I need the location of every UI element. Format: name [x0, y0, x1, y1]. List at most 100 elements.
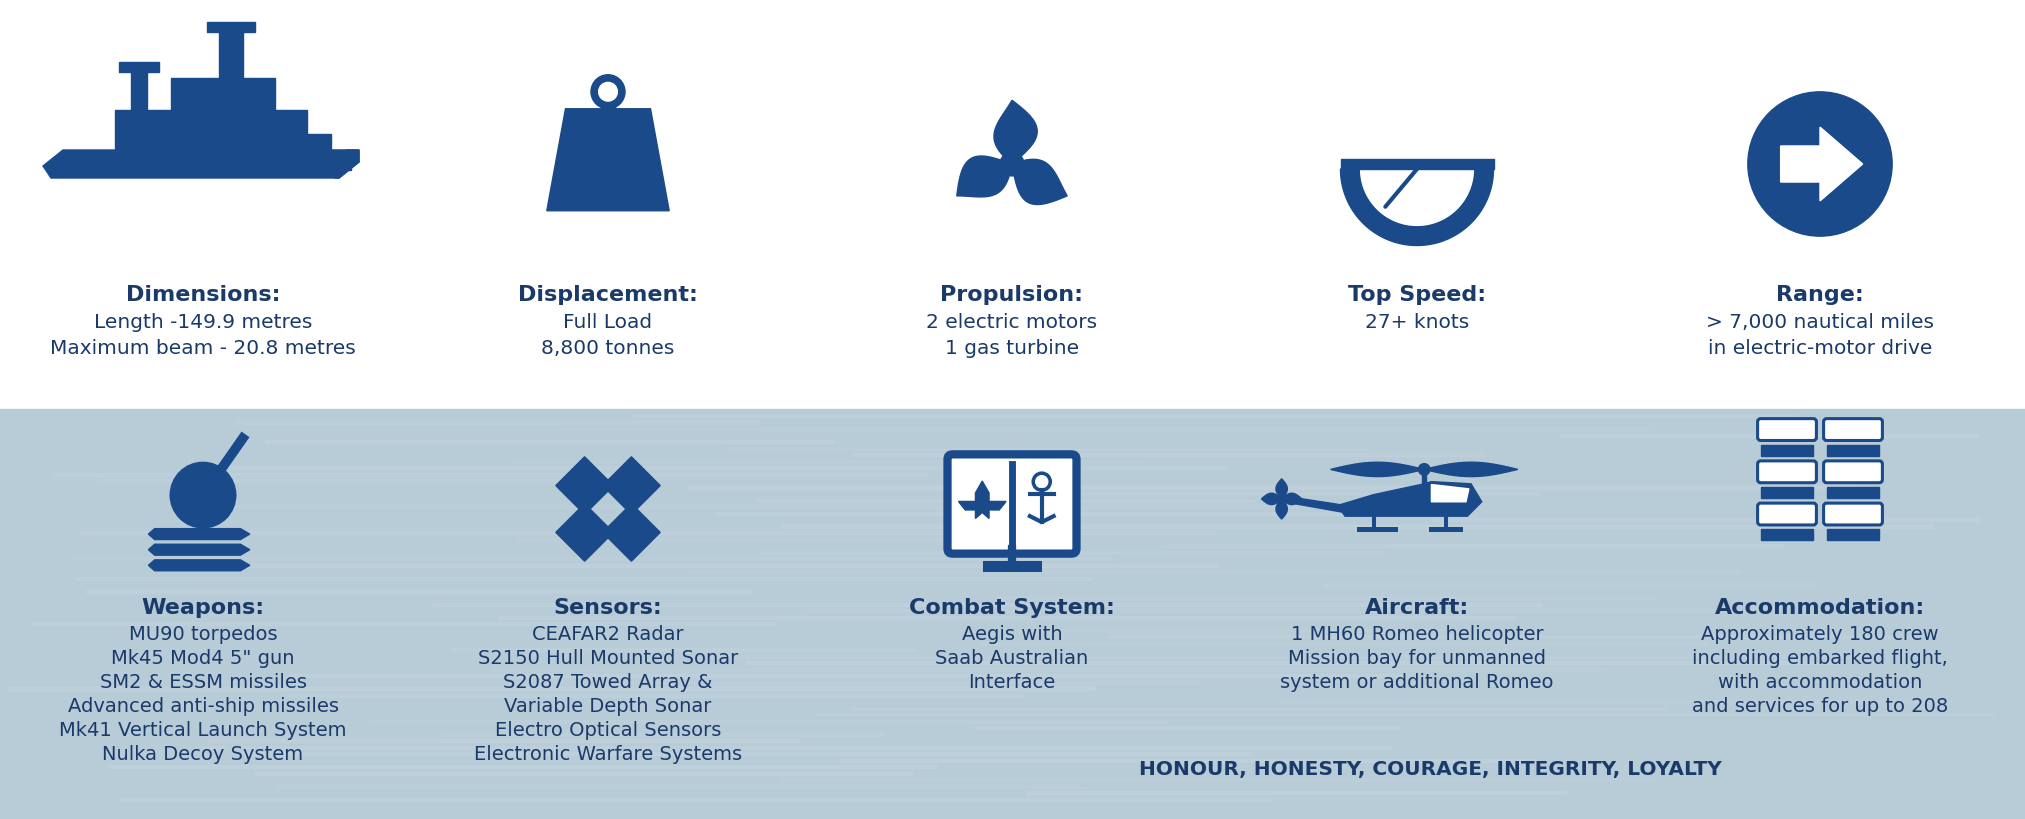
Text: CEAFAR2 Radar: CEAFAR2 Radar: [533, 625, 684, 644]
Bar: [431, 603, 1541, 606]
Bar: [255, 771, 911, 775]
Text: system or additional Romeo: system or additional Romeo: [1280, 672, 1553, 692]
FancyBboxPatch shape: [1758, 461, 1816, 483]
Polygon shape: [1262, 494, 1282, 505]
Bar: [1760, 445, 1814, 456]
Polygon shape: [958, 502, 1006, 510]
Polygon shape: [1341, 170, 1494, 247]
Polygon shape: [170, 495, 235, 515]
Bar: [1827, 487, 1879, 498]
Polygon shape: [1424, 463, 1519, 477]
Text: Variable Depth Sonar: Variable Depth Sonar: [504, 697, 711, 716]
Bar: [1322, 583, 1814, 586]
Text: in electric-motor drive: in electric-motor drive: [1707, 339, 1932, 358]
Polygon shape: [1780, 128, 1863, 201]
FancyBboxPatch shape: [1825, 461, 1883, 483]
Text: Mission bay for unmanned: Mission bay for unmanned: [1288, 649, 1545, 667]
Text: > 7,000 nautical miles: > 7,000 nautical miles: [1705, 313, 1934, 332]
Polygon shape: [1282, 494, 1302, 505]
Bar: [842, 758, 1535, 762]
Text: Maximum beam - 20.8 metres: Maximum beam - 20.8 metres: [51, 339, 356, 358]
Bar: [209, 739, 800, 742]
Text: MU90 torpedos: MU90 torpedos: [130, 625, 277, 644]
Bar: [265, 441, 834, 443]
Bar: [782, 525, 1934, 528]
Text: with accommodation: with accommodation: [1717, 672, 1922, 692]
Bar: [53, 473, 927, 476]
Polygon shape: [1432, 485, 1468, 502]
Text: Approximately 180 crew: Approximately 180 crew: [1701, 625, 1938, 644]
Text: Saab Australian: Saab Australian: [936, 649, 1089, 667]
Text: 27+ knots: 27+ knots: [1365, 313, 1468, 332]
Bar: [996, 596, 1656, 600]
Bar: [1559, 434, 1976, 437]
Polygon shape: [994, 101, 1037, 165]
Bar: [198, 467, 1227, 469]
Polygon shape: [1330, 463, 1424, 477]
Bar: [853, 454, 1484, 456]
Circle shape: [1000, 153, 1025, 177]
Bar: [492, 667, 1606, 671]
Bar: [1422, 470, 1426, 484]
Bar: [782, 778, 1654, 781]
Circle shape: [1418, 464, 1430, 476]
Bar: [87, 590, 751, 593]
FancyBboxPatch shape: [1825, 504, 1883, 525]
Text: Mk41 Vertical Launch System: Mk41 Vertical Launch System: [59, 721, 346, 740]
Bar: [1432, 518, 1980, 522]
Polygon shape: [1284, 496, 1345, 513]
Text: Nulka Decoy System: Nulka Decoy System: [103, 744, 304, 763]
Bar: [288, 694, 1021, 697]
Bar: [79, 532, 1217, 534]
Text: S2087 Towed Array &: S2087 Towed Array &: [504, 672, 713, 692]
Bar: [219, 31, 243, 83]
Circle shape: [170, 463, 235, 528]
Bar: [1019, 629, 1444, 631]
Bar: [1059, 492, 1537, 495]
Text: Length -149.9 metres: Length -149.9 metres: [93, 313, 312, 332]
Bar: [233, 505, 1359, 509]
Bar: [755, 499, 1253, 502]
Bar: [516, 538, 954, 541]
Bar: [980, 642, 1707, 645]
Bar: [972, 726, 1401, 729]
Text: Displacement:: Displacement:: [518, 285, 699, 305]
Polygon shape: [148, 545, 249, 555]
Text: Weapons:: Weapons:: [142, 597, 265, 618]
Text: 1 gas turbine: 1 gas turbine: [946, 339, 1079, 358]
Text: Electro Optical Sensors: Electro Optical Sensors: [494, 721, 721, 740]
Text: Range:: Range:: [1776, 285, 1863, 305]
Bar: [601, 93, 616, 114]
Text: Combat System:: Combat System:: [909, 597, 1116, 618]
Text: Full Load: Full Load: [563, 313, 652, 332]
Bar: [0, 0, 2025, 410]
Bar: [6, 687, 1096, 690]
Text: Electronic Warfare Systems: Electronic Warfare Systems: [474, 744, 741, 763]
Polygon shape: [603, 457, 660, 515]
Text: Aircraft:: Aircraft:: [1365, 597, 1468, 618]
Bar: [267, 135, 330, 159]
Bar: [241, 752, 1251, 755]
Text: Top Speed:: Top Speed:: [1349, 285, 1486, 305]
Bar: [1341, 160, 1494, 170]
Bar: [235, 421, 759, 424]
Text: S2150 Hull Mounted Sonar: S2150 Hull Mounted Sonar: [478, 649, 739, 667]
Polygon shape: [1339, 482, 1482, 517]
Bar: [119, 63, 160, 73]
Polygon shape: [148, 529, 249, 540]
Bar: [1827, 529, 1879, 541]
Circle shape: [1748, 93, 1891, 237]
Text: and services for up to 208: and services for up to 208: [1691, 697, 1948, 716]
Circle shape: [599, 84, 618, 102]
Circle shape: [1033, 473, 1051, 491]
Bar: [441, 733, 883, 735]
Bar: [207, 23, 255, 33]
Text: including embarked flight,: including embarked flight,: [1693, 649, 1948, 667]
Bar: [1027, 791, 1565, 794]
Bar: [498, 616, 1515, 618]
Bar: [1827, 445, 1879, 456]
Bar: [725, 447, 1369, 450]
Text: 8,800 tonnes: 8,800 tonnes: [541, 339, 674, 358]
FancyBboxPatch shape: [1758, 419, 1816, 441]
Text: 1 MH60 Romeo helicopter: 1 MH60 Romeo helicopter: [1290, 625, 1543, 644]
